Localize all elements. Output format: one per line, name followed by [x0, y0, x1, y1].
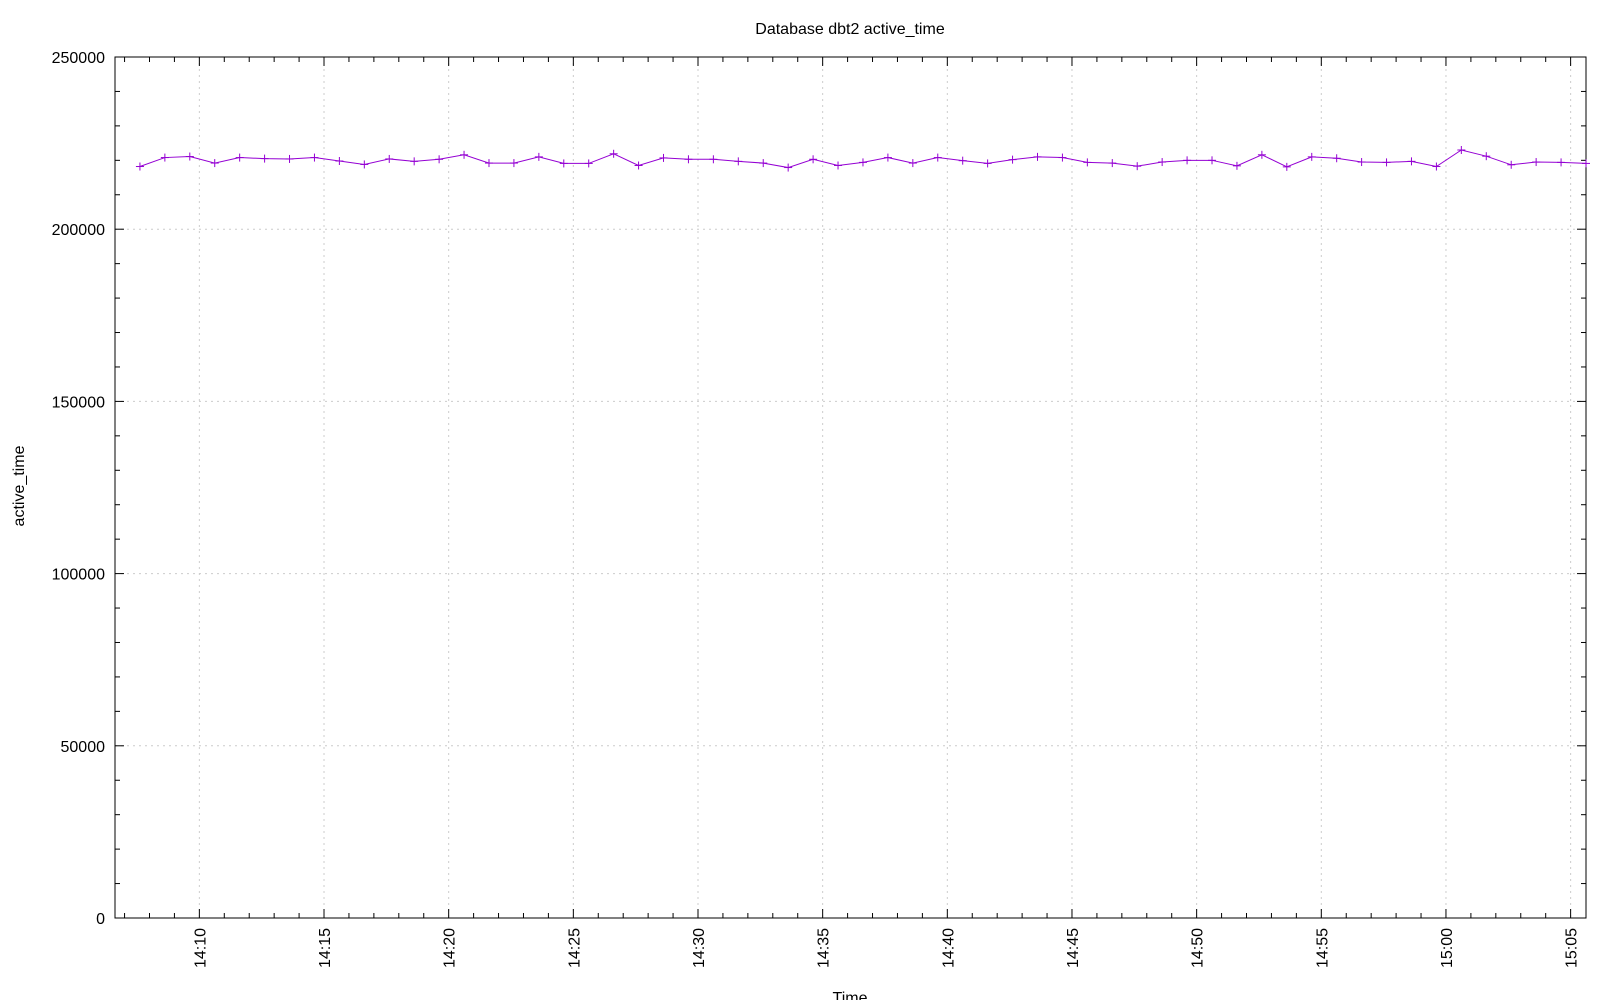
data-point-marker [1008, 155, 1017, 164]
y-tick-label: 100000 [52, 567, 105, 584]
x-tick-label: 14:55 [1314, 928, 1331, 968]
data-point-marker [1332, 154, 1341, 163]
data-point-marker [559, 159, 568, 168]
data-point-marker [235, 153, 244, 162]
x-tick-label: 14:40 [940, 928, 957, 968]
data-point-marker [734, 157, 743, 166]
data-point-marker [460, 150, 469, 159]
data-point-marker [285, 154, 294, 163]
data-point-marker [1557, 158, 1566, 167]
data-point-marker [634, 161, 643, 170]
data-point-marker [1382, 158, 1391, 167]
data-point-marker [360, 160, 369, 169]
data-point-marker [385, 154, 394, 163]
data-point-marker [310, 153, 319, 162]
data-point-marker [509, 159, 518, 168]
x-tick-label: 14:45 [1065, 928, 1082, 968]
y-tick-label: 200000 [52, 222, 105, 239]
x-axis-label: Time [833, 990, 868, 1000]
data-point-marker [759, 159, 768, 168]
x-tick-label: 14:20 [442, 928, 459, 968]
plot-area-frame [114, 56, 1587, 919]
x-tick-label: 15:00 [1439, 928, 1456, 968]
y-tick-label: 0 [96, 911, 105, 928]
data-point-marker [160, 153, 169, 162]
data-point-marker [1232, 161, 1241, 170]
x-tick-label: 14:30 [691, 928, 708, 968]
data-point-marker [609, 149, 618, 158]
y-axis-label: active_time [11, 445, 28, 526]
data-point-marker [484, 159, 493, 168]
grid-layer [115, 57, 1586, 918]
data-point-marker [435, 155, 444, 164]
tick-layer: 0 50000 100000 150000 200000 250000 14:10 14:15… [52, 50, 1586, 968]
data-point-marker [933, 153, 942, 162]
data-point-marker [1108, 159, 1117, 168]
data-point-marker [834, 161, 843, 170]
data-point-marker [1482, 152, 1491, 161]
data-point-marker [1582, 159, 1590, 168]
y-tick-label: 250000 [52, 50, 105, 67]
data-point-marker [1432, 162, 1441, 171]
data-point-marker [1507, 160, 1516, 169]
data-point-marker [1183, 156, 1192, 165]
data-point-marker [958, 156, 967, 165]
x-tick-label: 14:10 [192, 928, 209, 968]
data-point-marker [908, 159, 917, 168]
chart-title: Database dbt2 active_time [755, 21, 945, 38]
data-point-marker [784, 163, 793, 172]
x-tick-label: 14:15 [317, 928, 334, 968]
data-point-marker [210, 159, 219, 168]
data-point-marker [1058, 153, 1067, 162]
data-point-marker [1133, 162, 1142, 171]
data-point-marker [1083, 158, 1092, 167]
data-point-marker [584, 159, 593, 168]
y-tick-label: 50000 [61, 739, 106, 756]
series-layer [135, 145, 1590, 172]
data-point-marker [1307, 152, 1316, 161]
data-point-marker [1033, 152, 1042, 161]
data-point-marker [335, 157, 344, 166]
data-point-marker [1158, 158, 1167, 167]
data-point-marker [659, 153, 668, 162]
data-point-marker [858, 158, 867, 167]
data-point-marker [185, 152, 194, 161]
data-point-marker [410, 157, 419, 166]
data-point-marker [1208, 156, 1217, 165]
data-point-marker [809, 155, 818, 164]
data-point-marker [1407, 157, 1416, 166]
x-tick-label: 14:50 [1190, 928, 1207, 968]
data-point-marker [684, 155, 693, 164]
data-point-marker [1532, 158, 1541, 167]
x-tick-label: 15:05 [1564, 928, 1581, 968]
data-point-marker [983, 159, 992, 168]
x-tick-label: 14:35 [816, 928, 833, 968]
data-point-marker [135, 162, 144, 171]
data-point-marker [883, 153, 892, 162]
data-point-marker [534, 152, 543, 161]
data-point-marker [1257, 150, 1266, 159]
x-tick-label: 14:25 [566, 928, 583, 968]
data-point-marker [1357, 158, 1366, 167]
data-point-marker [709, 155, 718, 164]
data-point-marker [260, 154, 269, 163]
y-tick-label: 150000 [52, 394, 105, 411]
data-point-marker [1457, 145, 1466, 154]
data-point-marker [1282, 162, 1291, 171]
